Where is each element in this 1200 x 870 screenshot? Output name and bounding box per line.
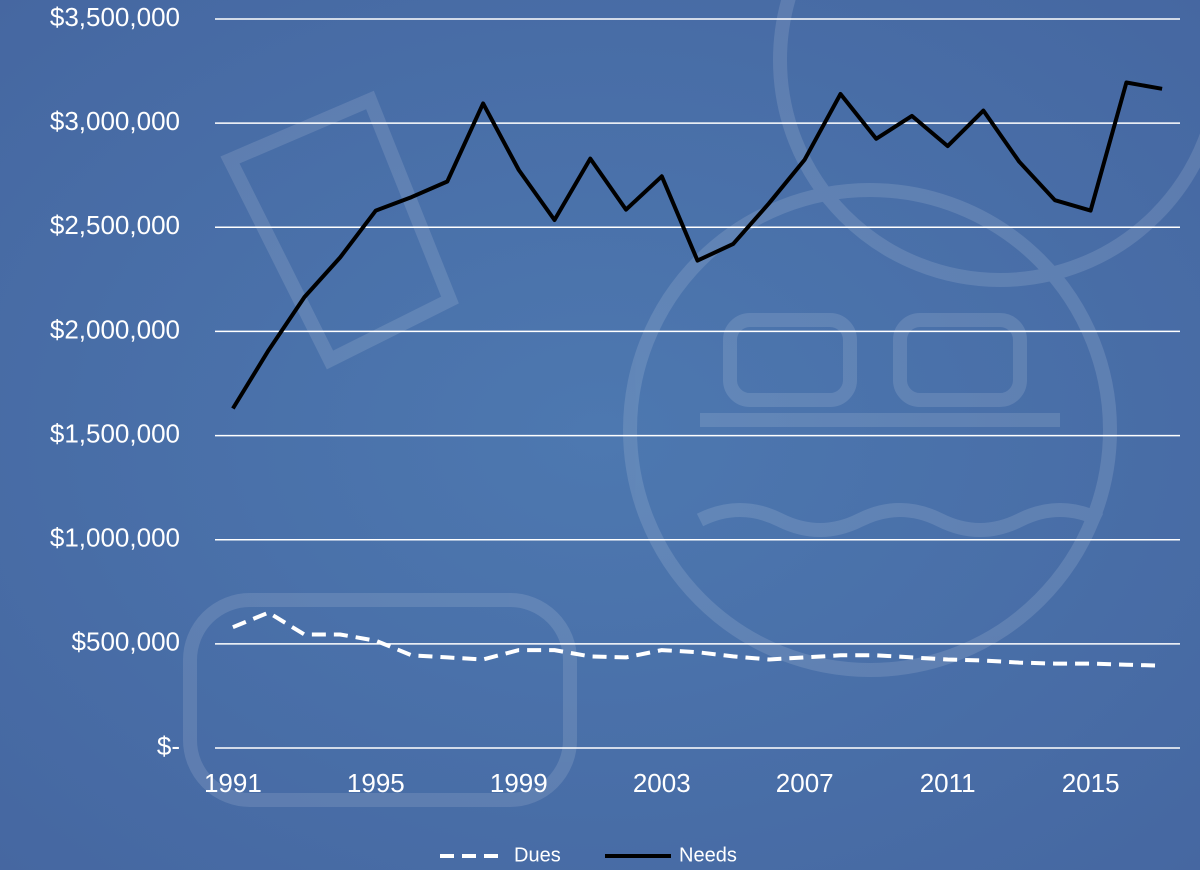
x-tick-label: 2011 <box>920 768 976 798</box>
y-tick-label: $1,500,000 <box>50 418 180 448</box>
legend-label: Dues <box>514 844 561 866</box>
legend-label: Needs <box>679 844 737 866</box>
page: {"chart_data": { "type": "line", "x": [1… <box>0 0 1200 870</box>
y-tick-label: $3,500,000 <box>50 2 180 32</box>
y-tick-label: $1,000,000 <box>50 523 180 553</box>
y-tick-label: $- <box>157 731 180 761</box>
chart: $- $500,000 $1,000,000 $1,500,000 $2,000,000… <box>0 0 1200 870</box>
x-tick-label: 2003 <box>633 768 691 798</box>
y-tick-label: $2,000,000 <box>50 314 180 344</box>
x-tick-label: 1991 <box>204 768 262 798</box>
x-tick-label: 2015 <box>1062 768 1120 798</box>
y-tick-label: $500,000 <box>72 627 180 657</box>
y-tick-label: $3,000,000 <box>50 106 180 136</box>
y-tick-label: $2,500,000 <box>50 210 180 240</box>
x-tick-label: 2007 <box>776 768 834 798</box>
x-tick-label: 1995 <box>347 768 405 798</box>
x-tick-label: 1999 <box>490 768 548 798</box>
